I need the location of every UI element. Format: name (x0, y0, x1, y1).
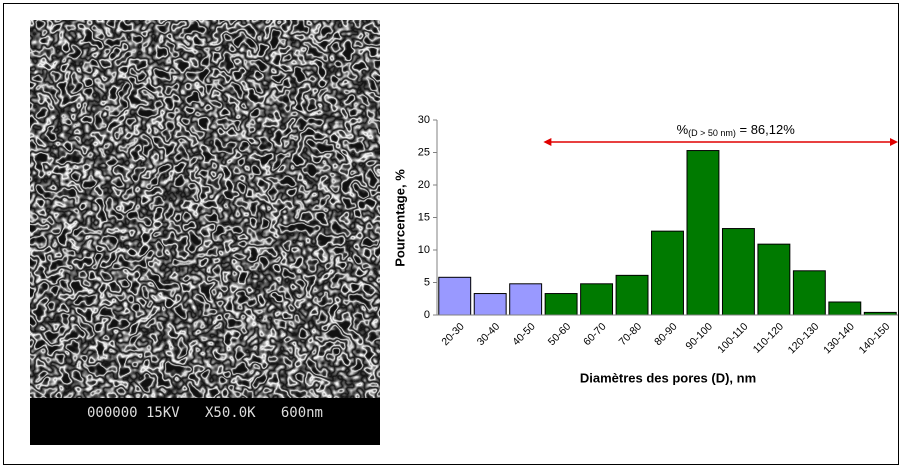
bar (580, 283, 614, 316)
bar (615, 274, 649, 316)
y-tick-label: 5 (424, 276, 430, 288)
x-axis-label: Diamètres des pores (D), nm (580, 370, 756, 385)
annotation-suffix: = 86,12% (736, 122, 795, 137)
sem-band (30, 398, 380, 445)
arrow-head (543, 138, 552, 146)
bar (509, 283, 543, 316)
sem-caption: 000000 15KV X50.0K 600nm (87, 405, 323, 421)
bar (828, 301, 862, 316)
annotation-subscript: (D > 50 nm) (688, 128, 736, 138)
bar (757, 243, 791, 316)
bar (651, 230, 684, 316)
y-tick-label: 30 (418, 114, 430, 126)
y-tick-label: 0 (424, 309, 430, 321)
bar (792, 270, 826, 316)
y-tick-label: 10 (418, 244, 430, 256)
bar (686, 150, 720, 316)
arrow-head (890, 138, 898, 146)
annotation: %(D > 50 nm) = 86,12% (677, 122, 796, 138)
y-tick-label: 15 (418, 211, 430, 223)
y-tick-label: 25 (418, 146, 430, 158)
annotation-prefix: % (677, 122, 689, 137)
sem-texture (30, 20, 380, 398)
bar (544, 293, 578, 316)
y-tick-label: 20 (418, 179, 430, 191)
y-axis-label: Pourcentage, % (392, 169, 407, 267)
bar (721, 228, 755, 316)
bar (473, 293, 507, 316)
bar (438, 276, 472, 316)
